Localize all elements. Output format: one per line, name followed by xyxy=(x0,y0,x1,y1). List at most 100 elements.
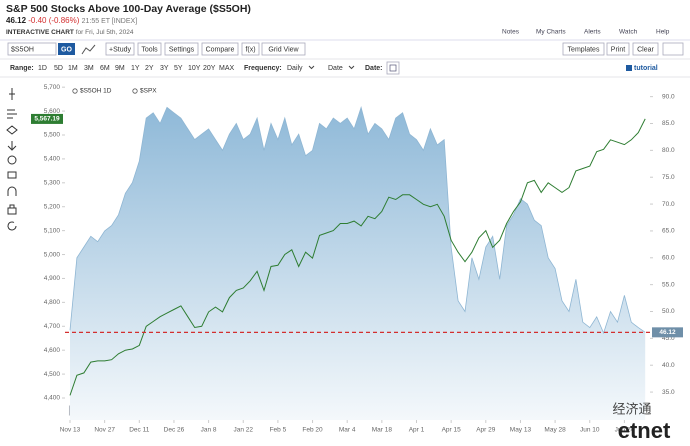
watermark: etnet xyxy=(618,418,671,443)
last-value-box xyxy=(652,327,683,338)
button-label: Compare xyxy=(206,46,235,53)
x-tick-label: Dec 11 xyxy=(129,427,149,434)
go-text: GO xyxy=(61,46,72,53)
x-tick-label: Apr 29 xyxy=(476,427,496,434)
tool-lock[interactable] xyxy=(7,204,17,215)
y2-tick-label: 90.0 xyxy=(662,93,675,100)
y2-tick-label: 60.0 xyxy=(662,255,675,262)
y-tick-label: 5,500 xyxy=(44,132,61,139)
x-tick-label: Feb 20 xyxy=(302,427,323,434)
y-tick-label: 5,200 xyxy=(44,203,61,210)
button-label: Templates xyxy=(568,46,600,53)
top-link[interactable]: My Charts xyxy=(536,29,566,36)
toolbar-button[interactable] xyxy=(201,42,239,56)
last-price: 46.12 xyxy=(6,16,27,25)
top-link[interactable]: Notes xyxy=(502,29,520,36)
legend-icon xyxy=(132,88,138,94)
button-label: f(x) xyxy=(245,46,255,53)
quote-line: 46.12 -0.40 (-0.86%) 21:55 ET [INDEX] xyxy=(6,16,137,25)
toolbar-button[interactable] xyxy=(105,42,135,56)
range-option[interactable]: 3Y xyxy=(160,65,169,72)
x-tick-label: Nov 13 xyxy=(60,427,81,434)
toolbar-button[interactable] xyxy=(562,42,605,56)
range-option[interactable]: 5Y xyxy=(174,65,183,72)
y2-tick-label: 70.0 xyxy=(662,201,675,208)
tool-crosshair[interactable] xyxy=(9,88,15,100)
x-tick-label: May 13 xyxy=(510,427,532,434)
top-link[interactable]: Watch xyxy=(619,29,638,36)
page-title: S&P 500 Stocks Above 100-Day Average ($S… xyxy=(6,3,251,15)
x-tick-label: Apr 15 xyxy=(442,427,462,434)
x-tick-label: Feb 5 xyxy=(270,427,287,434)
chevron xyxy=(348,65,355,70)
tool-arrow[interactable] xyxy=(7,141,17,151)
frequency-select[interactable]: Daily xyxy=(287,65,303,72)
y2-tick-label: 40.0 xyxy=(662,362,675,369)
date-label: Date: xyxy=(365,65,383,72)
area-fill xyxy=(70,107,646,421)
x-tick-label: Apr 1 xyxy=(409,427,425,434)
tool-text[interactable] xyxy=(7,171,17,179)
legend-icon xyxy=(72,88,78,94)
x-tick-label: Jun 10 xyxy=(580,427,600,434)
button-label: Settings xyxy=(169,46,195,53)
tutorial-icon xyxy=(626,65,632,71)
chart-type-icon[interactable] xyxy=(81,44,96,55)
range-option[interactable]: 10Y xyxy=(188,65,201,72)
y-tick-label: 5,100 xyxy=(44,227,61,234)
y-tick-label: 4,900 xyxy=(44,275,61,282)
tool-magnet[interactable] xyxy=(7,186,17,196)
date-text: for Fri, Jul 5th, 2024 xyxy=(76,29,134,36)
y-tick-label: 4,500 xyxy=(44,371,61,378)
top-link[interactable]: Help xyxy=(656,29,670,36)
chart-date: INTERACTIVE CHART for Fri, Jul 5th, 2024 xyxy=(6,29,134,36)
toolbar-button[interactable] xyxy=(164,42,199,56)
change: -0.40 (-0.86%) xyxy=(28,16,79,25)
top-link[interactable]: Alerts xyxy=(584,29,601,36)
range-option[interactable]: 5D xyxy=(54,65,63,72)
range-option[interactable]: 2Y xyxy=(145,65,154,72)
y-tick-label: 5,600 xyxy=(44,108,61,115)
x-tick-label: Jan 22 xyxy=(233,427,253,434)
toolbar-button[interactable] xyxy=(137,42,162,56)
button-label: Grid View xyxy=(268,46,299,53)
range-option[interactable]: 6M xyxy=(100,65,110,72)
range-option[interactable]: 1M xyxy=(68,65,78,72)
y2-tick-label: 50.0 xyxy=(662,308,675,315)
range-option[interactable]: 9M xyxy=(115,65,125,72)
x-tick-label: Mar 4 xyxy=(339,427,356,434)
y2-tick-label: 45.0 xyxy=(662,335,675,342)
date-mode-select[interactable]: Date xyxy=(328,65,343,72)
tool-lines[interactable] xyxy=(7,109,17,119)
x-tick-label: Nov 27 xyxy=(94,427,115,434)
calendar-button[interactable] xyxy=(386,61,400,75)
range-option[interactable]: MAX xyxy=(219,65,235,72)
toolbar-button[interactable] xyxy=(261,42,306,56)
last-value-label: 46.12 xyxy=(659,329,676,336)
area-line xyxy=(69,105,646,335)
tutorial-link[interactable]: tutorial xyxy=(634,65,658,72)
series-line xyxy=(69,118,646,396)
frequency-label: Frequency: xyxy=(244,65,282,72)
range-option[interactable]: 3M xyxy=(84,65,94,72)
toolbar-button[interactable] xyxy=(632,42,659,56)
interactive-label: INTERACTIVE CHART xyxy=(6,29,74,36)
toolbar-button[interactable] xyxy=(606,42,630,56)
tool-shape[interactable] xyxy=(6,125,18,135)
range-option[interactable]: 1Y xyxy=(131,65,140,72)
tool-reset[interactable] xyxy=(7,221,17,231)
legend-entry: $SPX xyxy=(140,88,157,95)
symbol-text: $S5OH xyxy=(11,46,34,53)
x-tick-label: Jan 8 xyxy=(201,427,217,434)
chevron xyxy=(308,65,315,70)
y2-tick-label: 35.0 xyxy=(662,389,675,396)
tool-info[interactable] xyxy=(7,155,17,165)
symbol-input[interactable] xyxy=(7,42,57,56)
range-option[interactable]: 20Y xyxy=(203,65,216,72)
range-option[interactable]: 1D xyxy=(38,65,47,72)
fullscreen-button[interactable] xyxy=(662,42,684,56)
toolbar-button[interactable] xyxy=(241,42,260,56)
button-label: Print xyxy=(611,46,625,53)
go-button[interactable] xyxy=(58,43,75,55)
